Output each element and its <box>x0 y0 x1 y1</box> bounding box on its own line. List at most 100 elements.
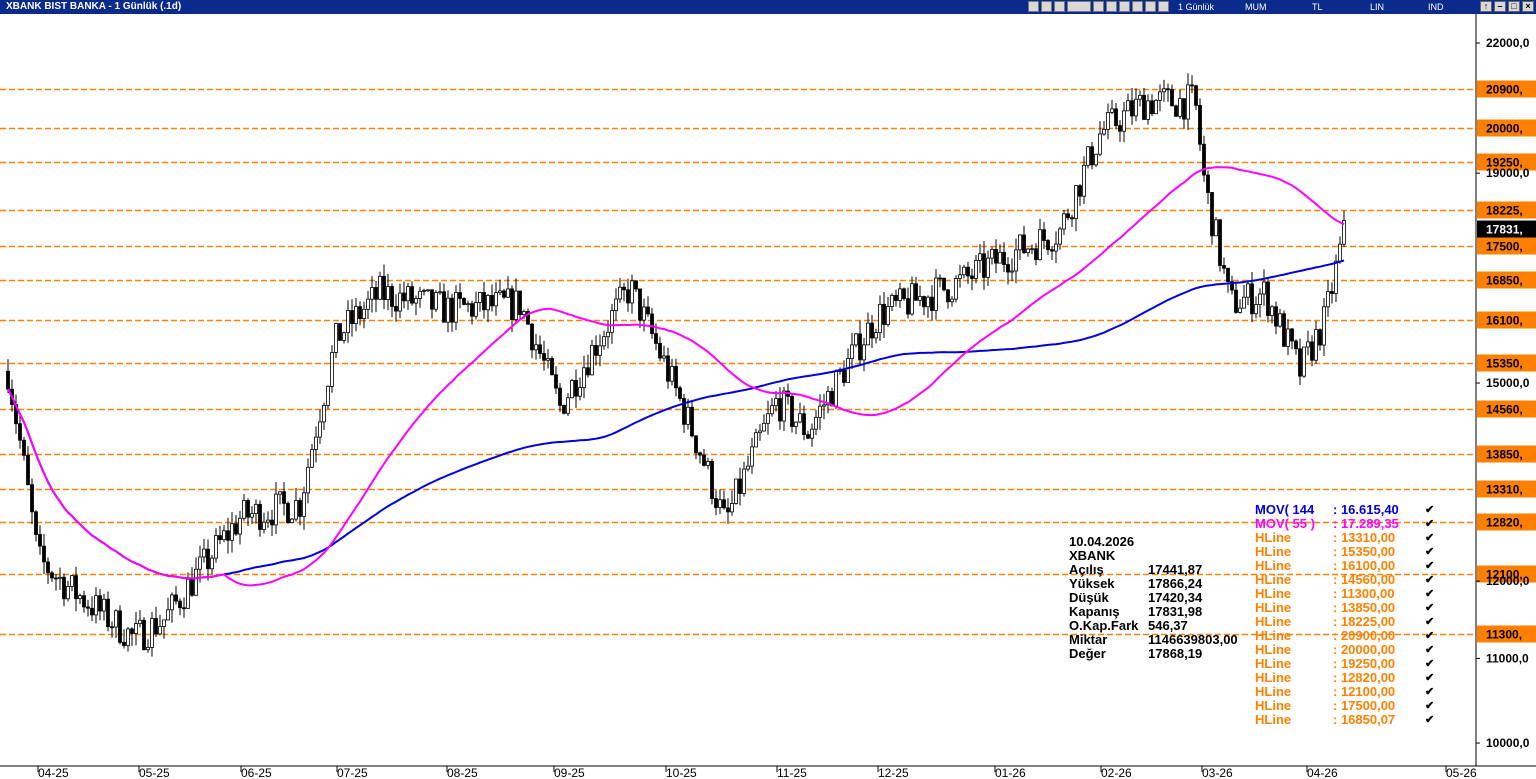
candle-down <box>722 499 726 509</box>
checkmark-icon[interactable]: ✔ <box>1425 504 1435 516</box>
candle-down <box>142 619 146 651</box>
candle-up <box>766 413 770 424</box>
legend-name: HLine <box>1255 586 1292 601</box>
checkmark-icon[interactable]: ✔ <box>1425 686 1435 698</box>
info-value: 1146639803,00 <box>1148 632 1238 647</box>
legend-row[interactable]: MOV( 144: 16.615,40 ✔ <box>1255 503 1437 517</box>
candle-down <box>1182 98 1186 120</box>
currency-selector[interactable]: TL <box>1312 2 1323 12</box>
checkmark-icon[interactable]: ✔ <box>1425 602 1435 614</box>
chart-type-icon[interactable] <box>1067 1 1091 12</box>
candle-up <box>1038 229 1042 261</box>
candle-down <box>462 298 466 305</box>
legend-value: : 13850,00 <box>1333 600 1396 615</box>
legend-value: : 12820,00 <box>1333 670 1396 685</box>
legend-row[interactable]: HLine: 20900,00 ✔ <box>1255 629 1437 643</box>
checkmark-icon[interactable]: ✔ <box>1425 518 1435 530</box>
legend-row[interactable]: HLine: 18225,00 ✔ <box>1255 615 1437 629</box>
maximize-button[interactable]: □ <box>1508 1 1520 12</box>
sync-icon[interactable] <box>1106 1 1117 12</box>
checkmark-icon[interactable]: ✔ <box>1425 630 1435 642</box>
candle-down <box>394 305 398 312</box>
legend-value: : 11300,00 <box>1333 586 1395 601</box>
candle-down <box>1206 174 1210 193</box>
legend-row[interactable]: HLine: 20000,00 ✔ <box>1255 643 1437 657</box>
index-selector[interactable]: IND <box>1428 2 1444 12</box>
checkmark-icon[interactable]: ✔ <box>1425 714 1435 726</box>
legend-row[interactable]: MOV( 55 ): 17.289,35 ✔ <box>1255 517 1437 531</box>
x-tick-label: 10-25 <box>666 766 697 779</box>
legend-row[interactable]: HLine: 12100,00 ✔ <box>1255 685 1437 699</box>
legend-row[interactable]: HLine: 16100,00 ✔ <box>1255 559 1437 573</box>
checkmark-icon[interactable]: ✔ <box>1425 700 1435 712</box>
price-chart[interactable]: 20900, 20000, 19250, 18225, 17500, 16850, 1610… <box>0 14 1536 779</box>
legend-row[interactable]: HLine: 16850,07 ✔ <box>1255 713 1437 727</box>
restore-up-button[interactable]: ↑ <box>1480 1 1492 12</box>
candle-up <box>1146 100 1150 120</box>
legend-row[interactable]: HLine: 13850,00 ✔ <box>1255 601 1437 615</box>
legend-row[interactable]: HLine: 19250,00 ✔ <box>1255 657 1437 671</box>
legend-row[interactable]: HLine: 15350,00 ✔ <box>1255 545 1437 559</box>
hline-label: 20900, <box>1486 83 1523 97</box>
candle-up <box>362 308 366 319</box>
save-icon[interactable] <box>1054 1 1065 12</box>
candle-up <box>1302 346 1306 377</box>
layout-icon[interactable] <box>1028 1 1039 12</box>
candle-down <box>1118 125 1122 132</box>
pen-icon[interactable] <box>1041 1 1052 12</box>
candle-down <box>282 491 286 504</box>
candle-up <box>478 292 482 303</box>
candle-down <box>1174 105 1178 117</box>
candle-down <box>18 423 22 441</box>
hline-icon[interactable] <box>1119 1 1130 12</box>
candle-up <box>810 428 814 439</box>
checkmark-icon[interactable]: ✔ <box>1425 588 1435 600</box>
candle-up <box>958 274 962 279</box>
candle-up <box>294 500 298 520</box>
hline-label-bg <box>1477 354 1536 372</box>
scale-selector[interactable]: LIN <box>1370 2 1385 12</box>
legend-row[interactable]: HLine: 14560,00 ✔ <box>1255 573 1437 587</box>
close-button[interactable]: × <box>1522 1 1534 12</box>
candle-down <box>1046 240 1050 251</box>
settings-icon[interactable] <box>1158 1 1169 12</box>
checkmark-icon[interactable]: ✔ <box>1425 672 1435 684</box>
candle-up <box>1058 228 1062 245</box>
horizontal-lines[interactable] <box>0 88 1476 636</box>
info-key: Düşük <box>1069 590 1109 605</box>
x-tick-label: 04-26 <box>1307 766 1338 779</box>
checkmark-icon[interactable]: ✔ <box>1425 560 1435 572</box>
candle-down <box>530 323 534 351</box>
candle-up <box>610 310 614 333</box>
candle-up <box>126 628 130 646</box>
minimize-button[interactable]: – <box>1494 1 1506 12</box>
chart-style-selector[interactable]: MUM <box>1245 2 1267 12</box>
checkmark-icon[interactable]: ✔ <box>1425 658 1435 670</box>
legend-row[interactable]: HLine : 11300,00 ✔ <box>1255 587 1437 601</box>
zoom-icon[interactable] <box>1093 1 1104 12</box>
legend-row[interactable]: HLine: 12820,00 ✔ <box>1255 671 1437 685</box>
checkmark-icon[interactable]: ✔ <box>1425 574 1435 586</box>
hline-label-bg <box>1477 153 1536 171</box>
candle-up <box>1138 94 1142 100</box>
checkmark-icon[interactable]: ✔ <box>1425 616 1435 628</box>
candle-up <box>630 280 634 304</box>
candle-up <box>794 421 798 427</box>
checkmark-icon[interactable]: ✔ <box>1425 532 1435 544</box>
checkmark-icon[interactable]: ✔ <box>1425 546 1435 558</box>
candle-down <box>490 295 494 307</box>
draw-icon[interactable] <box>1145 1 1156 12</box>
candle-down <box>870 322 874 339</box>
candle-up <box>494 292 498 307</box>
candle-down <box>1266 281 1270 316</box>
candle-down <box>626 289 630 304</box>
hline-label-bg <box>1477 80 1536 98</box>
legend-row[interactable]: HLine: 13310,00 ✔ <box>1255 531 1437 545</box>
period-selector[interactable]: 1 Günlük <box>1178 2 1215 12</box>
candle-down <box>1294 340 1298 350</box>
checkmark-icon[interactable]: ✔ <box>1425 644 1435 656</box>
indicator-icon[interactable] <box>1132 1 1143 12</box>
candle-up <box>1258 293 1262 305</box>
legend-row[interactable]: HLine: 17500,00 ✔ <box>1255 699 1437 713</box>
candle-up <box>730 503 734 513</box>
